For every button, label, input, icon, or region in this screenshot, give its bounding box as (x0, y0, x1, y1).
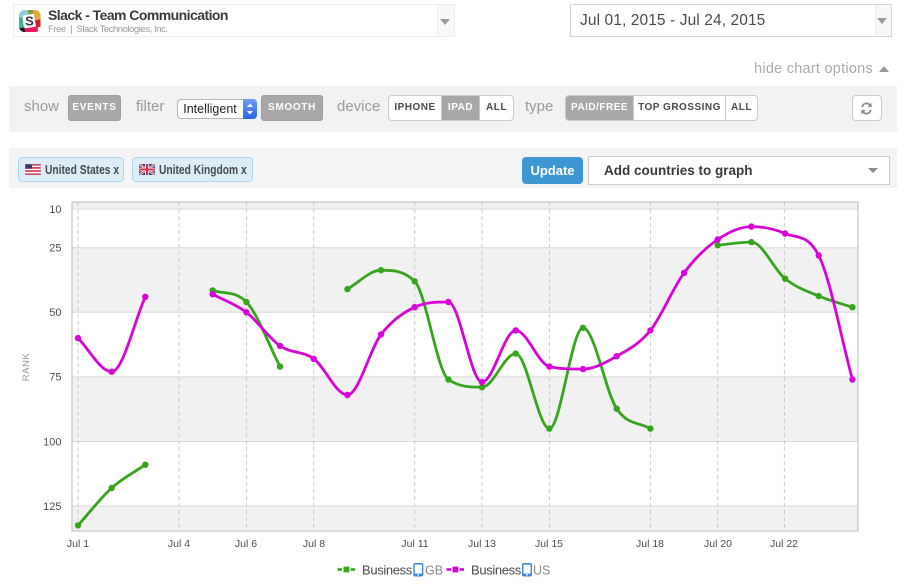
svg-text:50: 50 (49, 307, 61, 319)
svg-text:Jul 18: Jul 18 (636, 538, 664, 550)
svg-text:Jul 6: Jul 6 (235, 538, 257, 550)
svg-text:US: US (533, 564, 550, 578)
svg-text:10: 10 (49, 204, 61, 216)
svg-text:Business: Business (471, 563, 522, 578)
svg-text:Jul 1: Jul 1 (67, 538, 89, 550)
svg-text:Jul 22: Jul 22 (770, 538, 798, 550)
svg-text:S: S (25, 14, 34, 29)
svg-text:Business: Business (362, 563, 413, 578)
svg-text:Jul 15: Jul 15 (535, 538, 563, 550)
svg-text:Jul 13: Jul 13 (468, 538, 496, 550)
svg-text:Jul 8: Jul 8 (303, 538, 325, 550)
svg-text:125: 125 (43, 501, 61, 513)
svg-text:GB: GB (425, 564, 443, 578)
svg-text:RANK: RANK (21, 353, 32, 382)
svg-text:25: 25 (49, 243, 61, 255)
svg-text:100: 100 (43, 436, 61, 448)
svg-text:75: 75 (49, 372, 61, 384)
svg-text:Jul 4: Jul 4 (168, 538, 190, 550)
svg-text:Jul 11: Jul 11 (401, 538, 428, 550)
svg-text:Jul 20: Jul 20 (704, 538, 732, 550)
